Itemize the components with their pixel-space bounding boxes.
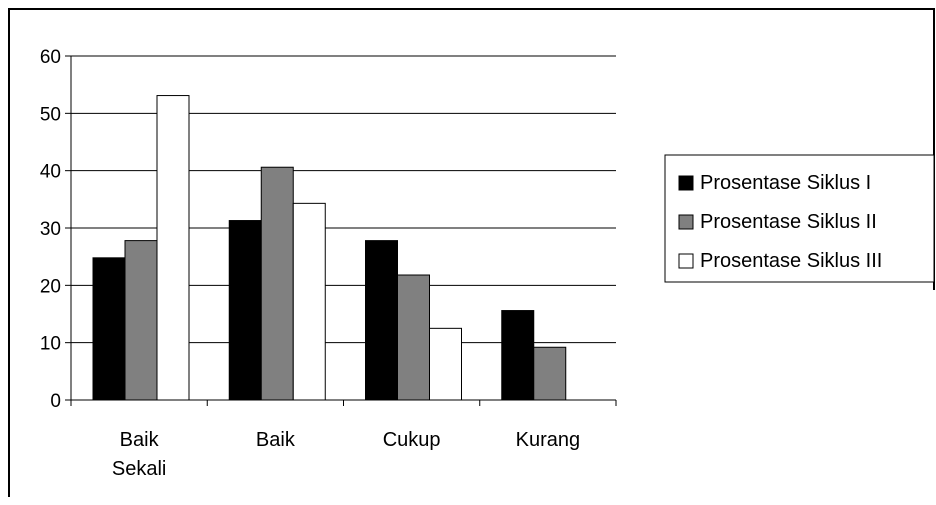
legend-swatch-series1 — [678, 175, 694, 191]
y-tick-label: 10 — [40, 334, 61, 355]
category-label: Baik — [256, 429, 296, 451]
bar-series1-cat2 — [228, 220, 262, 401]
legend-box — [664, 154, 935, 283]
bar-series3-cat2 — [292, 202, 326, 401]
bar-series1-cat3 — [365, 240, 398, 401]
bar-series3-cat3 — [429, 327, 462, 401]
y-tick-label: 20 — [40, 276, 61, 297]
bar-series2-cat1 — [124, 240, 158, 401]
y-tick-label: 50 — [40, 104, 61, 125]
legend-swatch-series2 — [678, 214, 694, 230]
category-label: Baik Sekali — [112, 429, 166, 480]
legend-label-series1: Prosentase Siklus I — [700, 172, 871, 194]
y-tick-label: 60 — [40, 47, 61, 68]
chart-frame — [8, 8, 935, 497]
category-label: Kurang — [516, 429, 581, 451]
bar-series3-cat1 — [156, 95, 190, 401]
y-tick-label: 40 — [40, 162, 61, 183]
legend-label-series3: Prosentase Siklus III — [700, 250, 882, 272]
category-label: Cukup — [383, 429, 441, 451]
legend-swatch-series3 — [678, 253, 694, 269]
y-tick-label: 0 — [50, 391, 61, 412]
bar-series1-cat4 — [501, 310, 535, 401]
legend-label-series2: Prosentase Siklus II — [700, 211, 877, 233]
bar-series2-cat2 — [260, 166, 294, 401]
bar-series2-cat3 — [397, 274, 430, 401]
bar-series2-cat4 — [533, 346, 567, 401]
bar-series1-cat1 — [92, 257, 126, 401]
y-tick-label: 30 — [40, 219, 61, 240]
